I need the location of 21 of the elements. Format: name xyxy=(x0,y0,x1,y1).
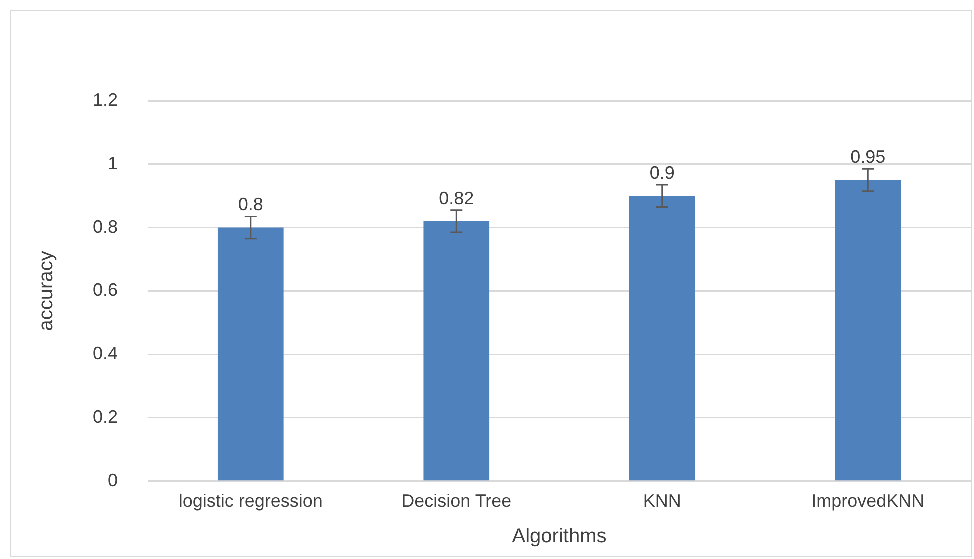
y-tick-label: 1 xyxy=(108,153,118,174)
x-axis-title: Algorithms xyxy=(512,526,607,548)
y-tick-label: 1.2 xyxy=(92,90,118,110)
x-tick-label: KNN xyxy=(643,491,682,512)
x-tick-label: ImprovedKNN xyxy=(812,491,925,512)
y-tick-label: 0.4 xyxy=(92,344,118,364)
y-tick-label: 0 xyxy=(108,470,118,490)
data-label: 0.9 xyxy=(650,162,675,183)
y-axis-title: accuracy xyxy=(36,251,58,332)
data-label: 0.82 xyxy=(439,188,474,208)
data-label: 0.95 xyxy=(850,147,886,168)
x-tick-label: Decision Tree xyxy=(402,491,512,512)
data-label: 0.8 xyxy=(238,194,264,215)
y-tick-label: 0.8 xyxy=(92,216,118,237)
x-tick-label: logistic regression xyxy=(178,491,323,512)
bar xyxy=(629,196,696,481)
bar xyxy=(218,228,284,481)
y-tick-label: 0.2 xyxy=(92,406,118,427)
bar xyxy=(835,180,902,481)
y-tick-label: 0.6 xyxy=(92,280,118,300)
bar xyxy=(424,221,490,481)
